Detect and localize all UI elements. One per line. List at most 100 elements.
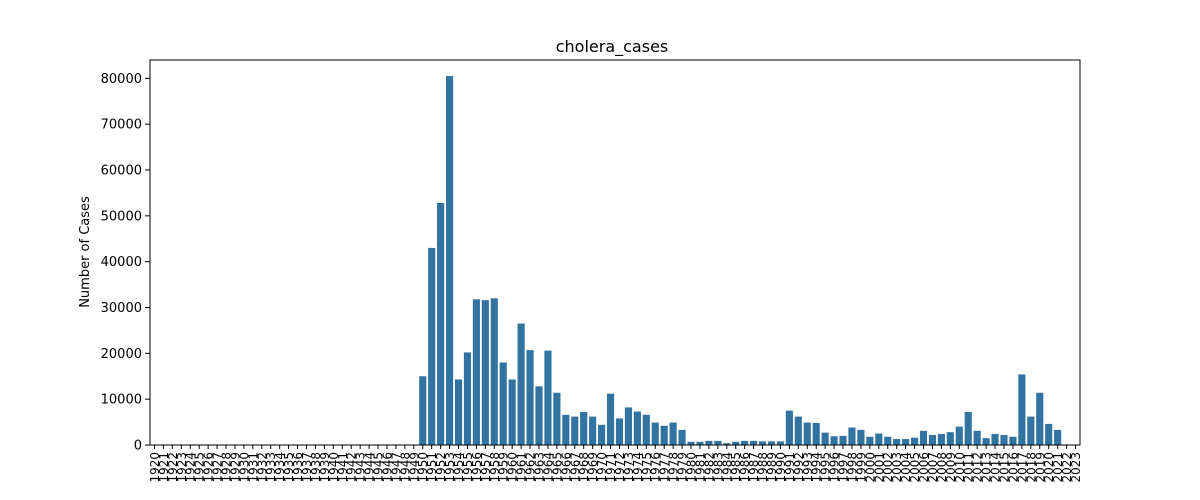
x-tick-label: 2023 <box>1069 452 1083 483</box>
y-tick-label: 60000 <box>101 164 142 179</box>
bar-1973 <box>624 407 632 445</box>
y-tick-label: 10000 <box>101 393 142 408</box>
x-tick-label: 1921 <box>157 452 171 483</box>
bar-1980 <box>687 441 695 445</box>
x-tick-label: 1939 <box>318 452 332 483</box>
bar-1989 <box>767 441 776 445</box>
x-tick-label: 2005 <box>908 452 922 483</box>
bar-1979 <box>678 429 686 446</box>
x-tick-label: 2011 <box>962 452 976 483</box>
bar-2005 <box>910 437 919 445</box>
x-tick-label: 2006 <box>917 452 931 483</box>
bar-1964 <box>544 350 552 445</box>
bar-1978 <box>669 422 677 445</box>
x-tick-label: 1992 <box>792 452 806 483</box>
bar-1984 <box>723 443 731 445</box>
bar-1961 <box>517 323 525 445</box>
bar-2008 <box>937 434 945 445</box>
y-tick-label: 80000 <box>101 72 142 87</box>
y-tick-label: 40000 <box>101 255 142 270</box>
x-tick-label: 2019 <box>1033 452 1047 483</box>
x-tick-label: 1924 <box>184 452 198 483</box>
x-tick-label: 1998 <box>845 452 859 483</box>
x-tick-label: 1991 <box>783 452 797 483</box>
bar-2018 <box>1027 416 1035 445</box>
x-tick-label: 1922 <box>166 452 180 483</box>
bar-2012 <box>973 430 981 445</box>
x-tick-label: 1990 <box>774 452 788 483</box>
x-tick-label: 1964 <box>541 452 555 483</box>
bar-1971 <box>606 393 615 445</box>
x-tick-label: 1950 <box>416 452 430 483</box>
x-tick-label: 1980 <box>685 452 699 483</box>
x-tick-label: 1923 <box>175 452 189 483</box>
bar-1996 <box>830 436 838 445</box>
x-tick-label: 1987 <box>747 452 761 483</box>
x-tick-label: 1925 <box>193 452 207 483</box>
bar-1994 <box>812 423 820 445</box>
x-tick-label: 1986 <box>738 452 752 483</box>
bar-1968 <box>580 412 588 445</box>
bar-2001 <box>875 433 883 445</box>
x-tick-label: 1995 <box>819 452 833 483</box>
x-tick-label: 2009 <box>944 452 958 483</box>
x-tick-label: 2021 <box>1051 452 1065 483</box>
bar-1985 <box>732 441 740 445</box>
bar-1951 <box>428 247 436 445</box>
bar-2009 <box>946 432 954 445</box>
bar-1986 <box>741 440 749 446</box>
bar-2014 <box>991 434 999 445</box>
x-tick-label: 1963 <box>532 452 546 483</box>
x-tick-label: 1945 <box>372 452 386 483</box>
x-tick-label: 1938 <box>309 452 323 483</box>
bar-1974 <box>633 411 641 445</box>
bar-1976 <box>651 422 659 445</box>
x-tick-label: 1976 <box>649 452 663 483</box>
x-tick-label: 1969 <box>586 452 600 483</box>
y-tick-label: 50000 <box>101 209 142 224</box>
x-tick-label: 1993 <box>801 452 815 483</box>
x-tick-label: 1920 <box>148 452 162 483</box>
x-tick-label: 2018 <box>1024 452 1038 483</box>
x-tick-label: 2022 <box>1060 452 1074 483</box>
x-tick-label: 1981 <box>693 452 707 483</box>
x-tick-label: 1972 <box>613 452 627 483</box>
bar-1952 <box>437 203 445 445</box>
x-tick-label: 1928 <box>220 452 234 483</box>
x-tick-label: 1927 <box>211 452 225 483</box>
bar-1956 <box>472 299 480 445</box>
x-tick-label: 1930 <box>237 452 251 483</box>
x-tick-label: 1952 <box>434 452 448 483</box>
bar-1960 <box>508 379 516 445</box>
x-tick-label: 1954 <box>452 452 466 483</box>
bar-1977 <box>660 425 668 445</box>
bar-1990 <box>776 441 785 445</box>
bar-1954 <box>454 379 463 445</box>
x-tick-label: 1944 <box>363 452 377 483</box>
x-tick-label: 1933 <box>264 452 278 483</box>
x-tick-label: 1953 <box>443 452 457 483</box>
x-tick-label: 1999 <box>854 452 868 483</box>
x-tick-label: 1978 <box>667 452 681 483</box>
bar-1993 <box>803 422 811 445</box>
bar-2021 <box>1054 429 1062 446</box>
bar-1982 <box>705 440 713 446</box>
bar-1959 <box>499 362 507 445</box>
bar-1953 <box>445 76 454 445</box>
x-tick-label: 2010 <box>953 452 967 483</box>
bar-1995 <box>821 432 829 446</box>
x-tick-label: 2007 <box>926 452 940 483</box>
x-tick-label: 1932 <box>255 452 269 483</box>
x-tick-label: 1948 <box>398 452 412 483</box>
x-tick-label: 1957 <box>479 452 493 483</box>
x-tick-label: 1979 <box>676 452 690 483</box>
x-tick-label: 1955 <box>461 452 475 483</box>
y-axis: 0 10000 20000 30000 40000 50000 60000 70000 8000… <box>101 72 150 454</box>
bar-1999 <box>857 429 865 446</box>
bars-group <box>419 76 1062 446</box>
bar-2000 <box>866 436 874 445</box>
x-tick-label: 1982 <box>702 452 716 483</box>
bar-2007 <box>928 434 937 445</box>
x-tick-label: 1959 <box>497 452 511 483</box>
